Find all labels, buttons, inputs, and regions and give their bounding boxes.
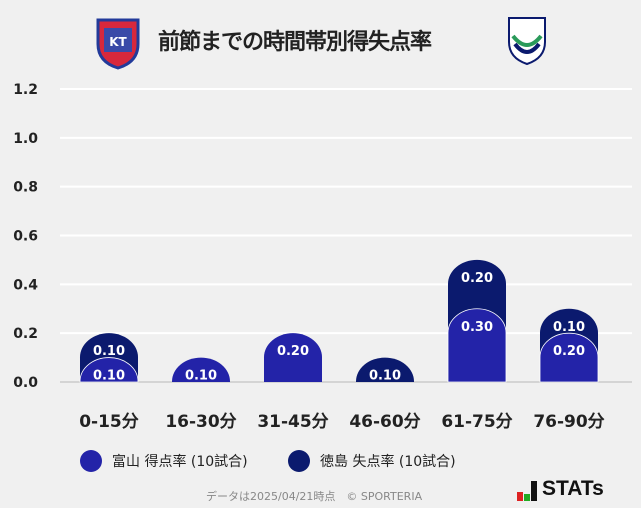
svg-text:KT: KT bbox=[109, 35, 127, 49]
y-tick-label: 0.2 bbox=[13, 326, 38, 342]
y-tick-label: 0.8 bbox=[13, 180, 38, 196]
x-tick-label: 46-60分 bbox=[349, 412, 420, 432]
legend-away-label: 徳島 失点率 (10試合) bbox=[320, 454, 456, 470]
stats-brand: STATs bbox=[517, 477, 604, 501]
x-tick-label: 0-15分 bbox=[79, 412, 139, 432]
bar-chart: 0.0 0.2 0.4 0.6 0.8 1.0 1.2 0.10 0.10 0-15分 0.10 16… bbox=[13, 82, 632, 432]
bar-away-label: 0.10 bbox=[553, 320, 585, 335]
bar-home-label: 0.10 bbox=[185, 369, 217, 384]
bar-away bbox=[356, 357, 414, 382]
legend-away-swatch bbox=[288, 450, 310, 472]
stats-brand-text: STATs bbox=[542, 477, 604, 500]
bar-home-label: 0.30 bbox=[461, 320, 493, 335]
y-tick-label: 1.2 bbox=[13, 82, 38, 98]
bar-home bbox=[264, 333, 322, 382]
bar-home-label: 0.10 bbox=[93, 369, 125, 384]
bar-away-label: 0.10 bbox=[93, 344, 125, 359]
legend-home: 富山 得点率 (10試合) bbox=[80, 450, 248, 472]
y-tick-label: 0.6 bbox=[13, 229, 38, 245]
bar-home bbox=[447, 308, 507, 383]
x-tick-label: 31-45分 bbox=[257, 412, 328, 432]
legend-home-swatch bbox=[80, 450, 102, 472]
bar-home bbox=[172, 357, 230, 382]
y-tick-label: 0.4 bbox=[13, 277, 38, 293]
x-tick-label: 61-75分 bbox=[441, 412, 512, 432]
chart-title: 前節までの時間帯別得失点率 bbox=[158, 30, 432, 55]
bar-home-label: 0.20 bbox=[553, 344, 585, 359]
footer-note: データは2025/04/21時点 © SPORTERIA bbox=[206, 490, 423, 503]
away-team-logo bbox=[508, 17, 546, 66]
bar-home bbox=[79, 357, 139, 383]
bar-away-label: 0.10 bbox=[369, 369, 401, 384]
x-tick-label: 16-30分 bbox=[165, 412, 236, 432]
y-tick-label: 1.0 bbox=[13, 131, 38, 147]
bar-away-label: 0.20 bbox=[461, 271, 493, 286]
x-tick-label: 76-90分 bbox=[533, 412, 604, 432]
y-tick-label: 0.0 bbox=[13, 375, 38, 391]
home-team-logo: KT bbox=[96, 18, 140, 70]
bar-home bbox=[539, 332, 599, 383]
stats-logo-icon bbox=[517, 481, 537, 501]
legend-home-label: 富山 得点率 (10試合) bbox=[112, 454, 248, 470]
legend-away: 徳島 失点率 (10試合) bbox=[288, 450, 456, 472]
bar-home-label: 0.20 bbox=[277, 344, 309, 359]
